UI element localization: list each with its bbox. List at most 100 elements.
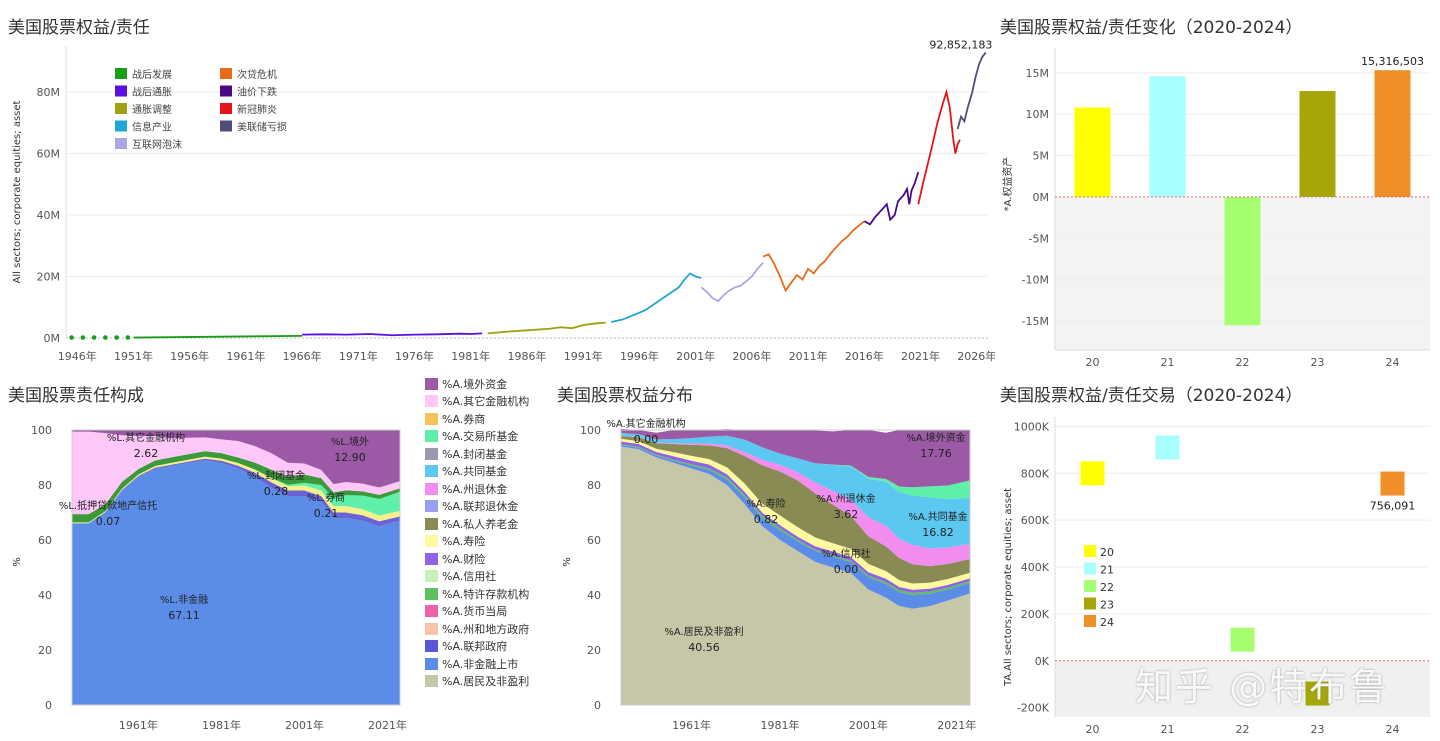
chart-title-equity-liability: 美国股票权益/责任 bbox=[8, 18, 150, 38]
x-tick-label: 1961年 bbox=[672, 718, 711, 732]
legend-swatch bbox=[425, 395, 438, 408]
legend-swatch bbox=[425, 412, 438, 425]
legend-swatch bbox=[425, 447, 438, 460]
annotation-label: %L.其它金融机构 bbox=[107, 431, 185, 444]
chart-title-equity-distribution: 美国股票权益分布 bbox=[557, 386, 693, 406]
legend-item: %A.境外资金 bbox=[425, 375, 529, 393]
x-tick-label: 21 bbox=[1161, 356, 1175, 369]
legend-swatch bbox=[425, 605, 438, 618]
legend-item: %A.特许存款机构 bbox=[425, 585, 529, 603]
y-tick-label: 15M bbox=[1026, 67, 1050, 80]
legend-label: 通胀调整 bbox=[132, 103, 172, 116]
legend-swatch bbox=[425, 675, 438, 688]
area-layer bbox=[72, 460, 400, 705]
area-layer bbox=[72, 458, 400, 527]
legend-label: %A.交易所基金 bbox=[442, 430, 519, 444]
legend-label: %A.券商 bbox=[442, 412, 486, 426]
watermark: 知乎 @特布鲁 bbox=[1135, 665, 1390, 709]
legend-swatch bbox=[115, 103, 127, 114]
composition-legend: %A.境外资金 %A.其它金融机构 %A.券商 %A.交易所基金 %A.封闭基金 %A.共… bbox=[425, 375, 529, 690]
data-label: 15,316,503 bbox=[1361, 55, 1424, 68]
legend-swatch bbox=[425, 570, 438, 583]
legend-label: 20 bbox=[1100, 546, 1114, 559]
x-tick-label: 2021年 bbox=[368, 718, 407, 732]
data-point bbox=[103, 335, 108, 340]
legend-item: %A.州和地方政府 bbox=[425, 620, 529, 638]
data-point bbox=[114, 335, 119, 340]
y-tick-label: -200K bbox=[1017, 702, 1050, 715]
x-tick-label: 1946年 bbox=[58, 349, 97, 363]
bar bbox=[1299, 91, 1336, 197]
series-line bbox=[956, 52, 987, 130]
legend-label: 油价下跌 bbox=[237, 86, 277, 99]
y-tick-label: -15M bbox=[1022, 315, 1049, 328]
y-axis-label: All sectors; corporate equities; asset bbox=[12, 100, 23, 283]
legend-swatch bbox=[425, 377, 438, 390]
y-tick-label: 80 bbox=[38, 479, 52, 492]
bar bbox=[1074, 107, 1111, 197]
y-tick-label: 40M bbox=[37, 209, 61, 222]
equity-liability-line-chart: 0M 20M 40M 60M 80M 1946年 1951年 1956年 1961年 1966年 1… bbox=[12, 39, 995, 363]
y-axis-label: TA.All sectors; corporate equities; asse… bbox=[1003, 488, 1014, 687]
x-tick-label: 1961年 bbox=[226, 349, 265, 363]
y-tick-label: 10M bbox=[1026, 108, 1050, 121]
data-point bbox=[1305, 681, 1330, 706]
legend-label: %A.联邦退休金 bbox=[442, 500, 519, 514]
legend-swatch bbox=[115, 85, 127, 97]
annotation-label: %A.其它金融机构 bbox=[606, 417, 685, 430]
legend-label: %A.私人养老金 bbox=[442, 517, 519, 531]
x-tick-label: 2001年 bbox=[676, 349, 715, 363]
annotation-label: %A.境外资金 bbox=[906, 431, 965, 444]
data-point bbox=[1230, 627, 1255, 652]
annotation-value: 67.11 bbox=[168, 609, 200, 622]
bar bbox=[1224, 196, 1261, 326]
annotation-label: %A.州退休金 bbox=[816, 492, 875, 505]
bar bbox=[1374, 70, 1411, 197]
legend-label: %A.货币当局 bbox=[442, 605, 508, 619]
bar bbox=[1149, 76, 1186, 197]
y-tick-label: 40 bbox=[587, 589, 601, 602]
annotation-label: %L.券商 bbox=[307, 491, 345, 504]
annotation-value: 0.82 bbox=[754, 513, 779, 526]
series-line bbox=[917, 88, 961, 205]
legend-item: %A.共同基金 bbox=[425, 463, 529, 481]
annotation-label: 92,852,183 bbox=[929, 39, 992, 52]
area-layer bbox=[621, 428, 970, 488]
y-tick-label: 1000K bbox=[1014, 420, 1050, 433]
y-tick-label: 0K bbox=[1035, 655, 1050, 668]
series-line bbox=[302, 332, 483, 337]
y-tick-label: 200K bbox=[1021, 608, 1050, 621]
series-line bbox=[863, 171, 920, 226]
y-tick-label: 100 bbox=[31, 424, 52, 437]
annotation-value: 0.28 bbox=[264, 485, 289, 498]
annotation-value: 12.90 bbox=[334, 451, 366, 464]
x-tick-label: 1981年 bbox=[761, 718, 800, 732]
legend-label: %A.特许存款机构 bbox=[442, 587, 530, 601]
liability-composition-area-chart: 0 20 40 60 80 100 1961年 1981年 2001年 2021年% %L.其它金融… bbox=[12, 424, 407, 732]
area-layer bbox=[72, 430, 400, 488]
x-tick-label: 23 bbox=[1311, 356, 1325, 369]
legend-label: 22 bbox=[1100, 581, 1114, 594]
x-tick-label: 20 bbox=[1086, 723, 1100, 736]
x-tick-label: 2021年 bbox=[901, 349, 940, 363]
x-tick-label: 2011年 bbox=[789, 349, 828, 363]
legend-swatch bbox=[1084, 562, 1096, 575]
equity-change-bar-chart: 15M 10M 5M 0M -5M -10M -15M 20 21 22 23 24 15,316,50… bbox=[1001, 48, 1430, 369]
legend-item: %A.州退休金 bbox=[425, 480, 529, 498]
area-layer bbox=[621, 435, 970, 567]
legend-label: %A.境外资金 bbox=[442, 377, 508, 391]
legend-label: 21 bbox=[1100, 564, 1114, 577]
legend-item: %A.其它金融机构 bbox=[425, 393, 529, 411]
legend-swatch bbox=[425, 622, 438, 635]
y-tick-label: 60 bbox=[38, 534, 52, 547]
x-tick-label: 24 bbox=[1386, 356, 1400, 369]
y-tick-label: -10M bbox=[1022, 274, 1049, 287]
legend-label: %A.州退休金 bbox=[442, 482, 508, 496]
legend-item: %A.财险 bbox=[425, 550, 529, 568]
plot-border bbox=[71, 429, 401, 706]
annotation-label: %A.居民及非盈利 bbox=[664, 626, 743, 638]
annotation-label: %L.境外 bbox=[331, 435, 369, 448]
legend-swatch bbox=[220, 103, 232, 114]
legend-label: %A.信用社 bbox=[442, 570, 497, 584]
plot-border bbox=[620, 429, 971, 706]
